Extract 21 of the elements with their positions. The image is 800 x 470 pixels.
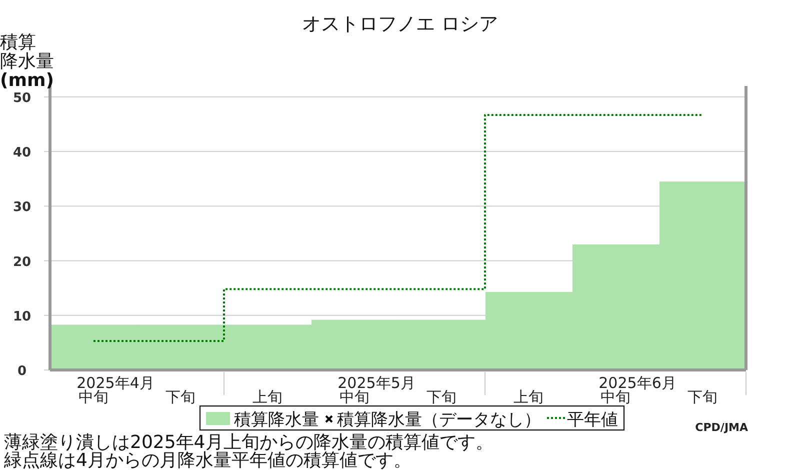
text: 緑点線は4月からの月降水量平年値の積算値です。 <box>3 450 412 470</box>
y-axis-title: 積算降水量(mm) <box>0 32 54 91</box>
x-tick-label: 中旬 <box>340 388 370 406</box>
x-tick-label: 上旬 <box>514 388 544 406</box>
y-tick-label: 50 <box>12 90 32 106</box>
x-tick-label: 中旬 <box>600 388 630 406</box>
x-tick-label: 上旬 <box>252 388 282 406</box>
x-tick-label: 下旬 <box>166 388 196 406</box>
legend-label: 平年値 <box>567 410 618 430</box>
x-tick-label: 下旬 <box>426 388 456 406</box>
text: CPD/JMA <box>695 421 748 434</box>
x-tick-label: 下旬 <box>688 388 718 406</box>
y-tick-label: 40 <box>12 146 32 161</box>
y-tick-label: 20 <box>12 254 32 270</box>
y-tick-label: 10 <box>12 309 32 324</box>
chart-title: オストロフノエ ロシア <box>302 13 498 35</box>
x-tick-label: 中旬 <box>78 388 108 406</box>
y-tick-label: 0 <box>17 364 27 379</box>
legend-label: 積算降水量 <box>234 410 319 430</box>
y-tick-label: 30 <box>12 200 32 216</box>
legend-label: 積算降水量（データなし） <box>337 410 541 430</box>
